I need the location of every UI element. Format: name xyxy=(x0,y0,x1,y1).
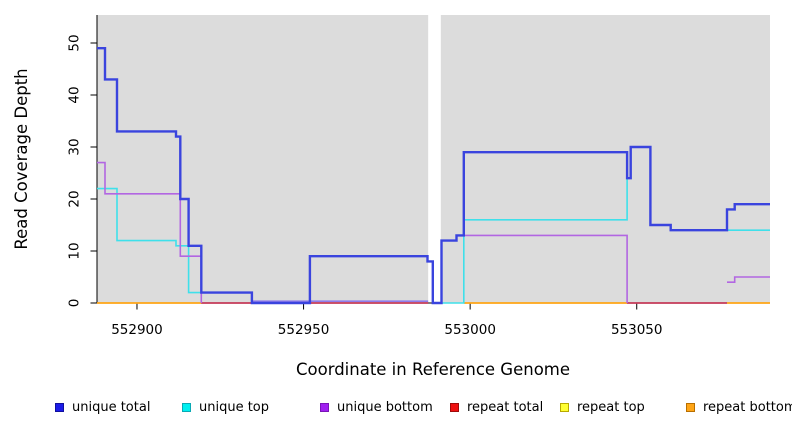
legend-item-unique-total: unique total xyxy=(55,398,150,416)
x-tick-label: 553050 xyxy=(611,322,663,338)
y-tick-label: 50 xyxy=(67,34,83,51)
chart-legend: unique total unique top unique bottom repea… xyxy=(0,398,792,422)
unique-bottom-swatch-icon xyxy=(320,402,329,412)
unique-top-swatch-icon xyxy=(182,402,191,412)
legend-label: repeat top xyxy=(577,399,645,415)
legend-label: unique total xyxy=(72,399,151,415)
repeat-total-swatch-icon xyxy=(450,402,459,412)
legend-item-repeat-top: repeat top xyxy=(560,398,645,416)
x-tick-label: 553000 xyxy=(444,322,496,338)
legend-label: unique bottom xyxy=(337,399,433,415)
y-tick-label: 30 xyxy=(67,138,83,155)
unique-total-swatch-icon xyxy=(55,402,64,412)
plot-panel-left xyxy=(97,15,429,303)
legend-label: repeat total xyxy=(467,399,544,415)
unique-bottom-line xyxy=(727,276,770,283)
unique-bottom-line xyxy=(463,234,628,303)
legend-label: unique top xyxy=(199,399,270,415)
y-tick-label: 0 xyxy=(67,299,83,308)
x-tick-label: 552950 xyxy=(278,322,330,338)
legend-item-repeat-bottom: repeat bottom xyxy=(686,398,792,416)
legend-label: repeat bottom xyxy=(703,399,792,415)
y-axis-label: Read Coverage Depth xyxy=(12,68,31,249)
y-tick-label: 20 xyxy=(67,190,83,207)
y-tick-label: 40 xyxy=(67,86,83,103)
repeat-top-swatch-icon xyxy=(560,402,569,412)
y-tick-label: 10 xyxy=(67,242,83,259)
legend-item-unique-top: unique top xyxy=(182,398,269,416)
legend-item-unique-bottom: unique bottom xyxy=(320,398,433,416)
x-axis-label: Coordinate in Reference Genome xyxy=(296,360,570,379)
unique-total-line xyxy=(97,47,770,305)
x-tick-label: 552900 xyxy=(111,322,163,338)
plot-panel-right xyxy=(440,15,770,303)
repeat-bottom-swatch-icon xyxy=(686,402,695,412)
legend-item-repeat-total: repeat total xyxy=(450,398,543,416)
